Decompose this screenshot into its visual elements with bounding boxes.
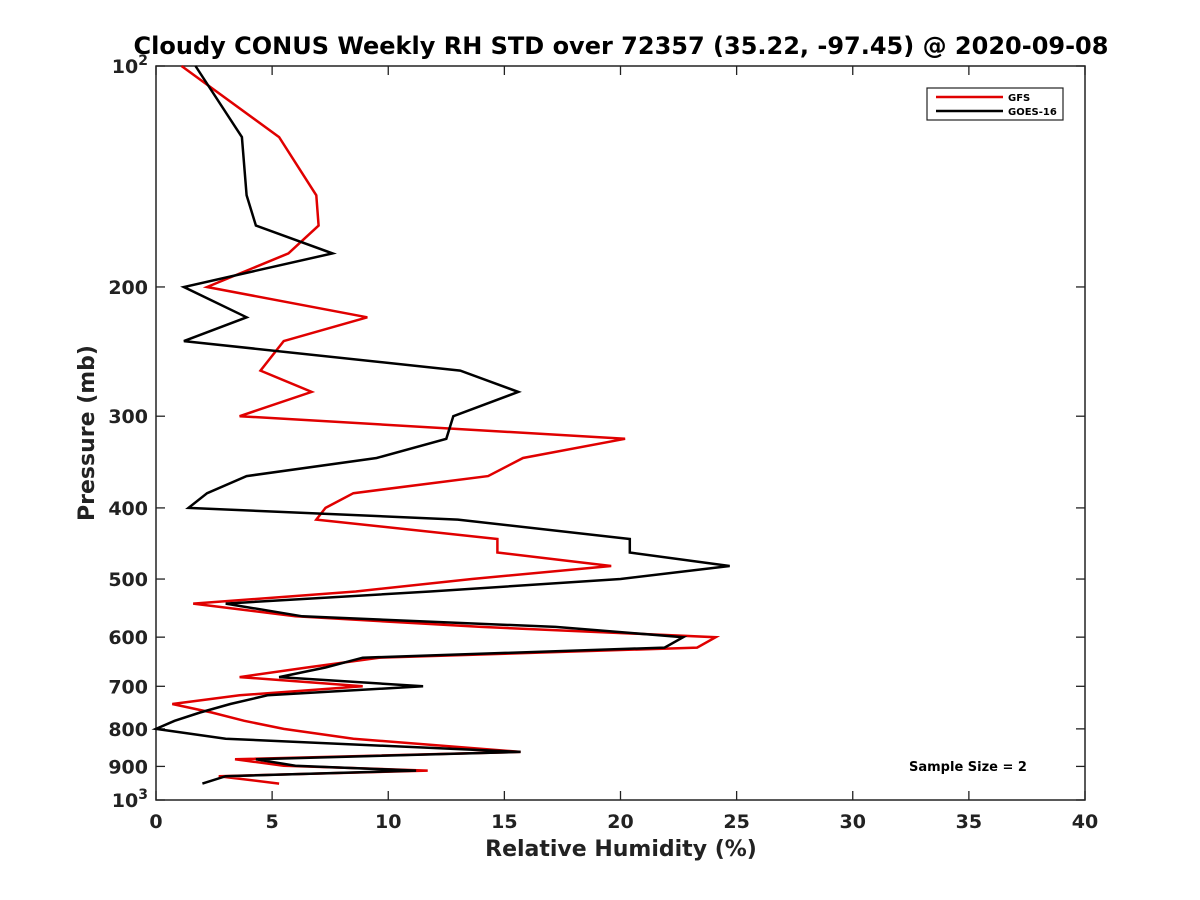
plot-area (155, 65, 1086, 801)
y-tick-label: 700 (108, 676, 148, 698)
y-tick-label: 500 (108, 569, 148, 591)
series-layer (151, 64, 730, 785)
legend-label-goes-16: GOES-16 (1008, 107, 1057, 118)
y-tick-label: 300 (108, 406, 148, 428)
x-tick-label: 40 (1072, 811, 1098, 833)
legend-box (926, 87, 1064, 121)
x-tick-label: 5 (266, 811, 279, 833)
x-tick-label: 15 (491, 811, 517, 833)
legend-label-gfs: GFS (1008, 93, 1030, 104)
x-tick-label: 20 (607, 811, 633, 833)
x-tick-label: 10 (375, 811, 401, 833)
y-tick-label: 200 (108, 277, 148, 299)
y-tick-label: 103 (112, 787, 148, 812)
legend: GFS GOES-16 (926, 87, 1064, 121)
y-tick-label: 900 (108, 756, 148, 778)
x-tick-label: 25 (723, 811, 749, 833)
sample-size-annotation: Sample Size = 2 (909, 760, 1027, 775)
y-tick-label: 102 (112, 53, 148, 78)
y-axis: 102 200 300 400 500 600 700 800 900 103 (108, 53, 1085, 812)
x-axis: 0 5 10 15 20 25 30 35 40 (149, 66, 1098, 833)
y-axis-label: Pressure (mb) (75, 345, 100, 521)
series-line-goes-16 (151, 65, 730, 785)
series-line-gfs (172, 64, 721, 785)
y-tick-label: 800 (108, 719, 148, 741)
x-tick-label: 0 (149, 811, 162, 833)
x-tick-label: 35 (956, 811, 982, 833)
y-tick-label: 400 (108, 498, 148, 520)
y-tick-label: 600 (108, 627, 148, 649)
x-axis-label: Relative Humidity (%) (485, 837, 757, 862)
chart-title: Cloudy CONUS Weekly RH STD over 72357 (3… (134, 32, 1109, 60)
x-tick-label: 30 (840, 811, 866, 833)
